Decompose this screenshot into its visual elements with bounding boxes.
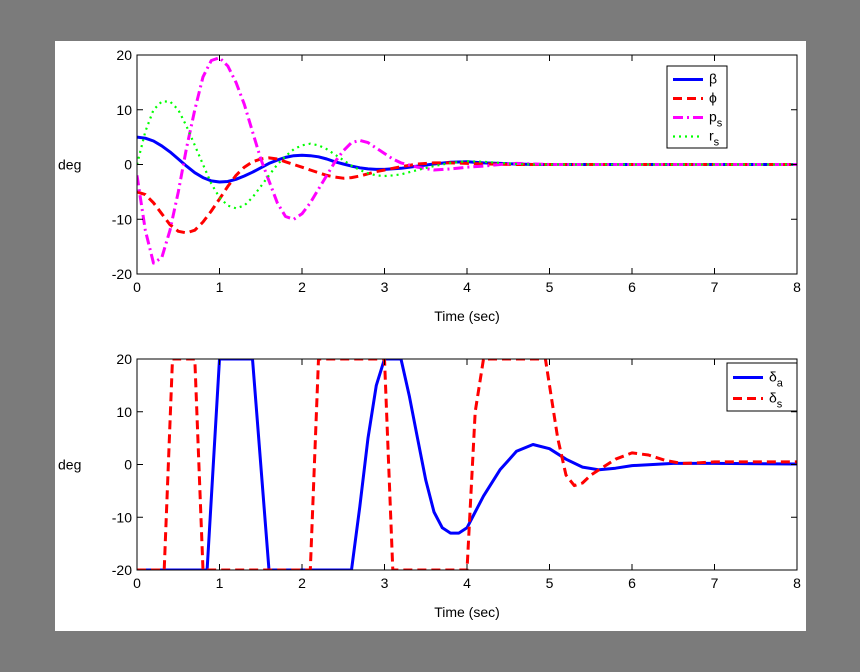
x-tick-label: 3 bbox=[381, 279, 389, 295]
x-tick-label: 1 bbox=[216, 575, 224, 591]
y-tick-label: 10 bbox=[116, 404, 132, 420]
y-tick-label: -20 bbox=[112, 266, 132, 282]
y-tick-label: -20 bbox=[112, 562, 132, 578]
series-line-3 bbox=[137, 56, 797, 265]
x-axis-label: Time (sec) bbox=[434, 604, 500, 620]
series-line-2 bbox=[137, 156, 797, 235]
y-tick-label: 20 bbox=[116, 47, 132, 63]
y-axis-label: deg bbox=[58, 157, 81, 173]
x-tick-label: 2 bbox=[298, 279, 306, 295]
y-tick-label: 20 bbox=[116, 351, 132, 367]
x-tick-label: 5 bbox=[546, 575, 554, 591]
legend-label-2: ϕ bbox=[709, 90, 717, 106]
figure: 0 1 2 3 4 5 6 7 8 20 10 0 -10 -20 Time (sec) deg β ϕ ps rs 0… bbox=[55, 41, 806, 631]
x-tick-label: 7 bbox=[711, 575, 719, 591]
x-tick-label: 4 bbox=[463, 279, 471, 295]
legend-label-2: δs bbox=[769, 390, 783, 411]
x-tick-label: 1 bbox=[216, 279, 224, 295]
x-tick-label: 8 bbox=[793, 575, 801, 591]
series-line-1 bbox=[137, 359, 797, 570]
x-tick-label: 6 bbox=[628, 575, 636, 591]
x-tick-label: 6 bbox=[628, 279, 636, 295]
x-axis-label: Time (sec) bbox=[434, 308, 500, 324]
x-tick-label: 0 bbox=[133, 575, 141, 591]
x-tick-label: 8 bbox=[793, 279, 801, 295]
y-tick-label: -10 bbox=[112, 509, 132, 525]
legend-label-1: δa bbox=[769, 369, 784, 390]
y-tick-label: 0 bbox=[124, 457, 132, 473]
y-tick-label: 10 bbox=[116, 102, 132, 118]
x-tick-label: 3 bbox=[381, 575, 389, 591]
y-axis-label: deg bbox=[58, 457, 81, 473]
legend-label-3: ps bbox=[709, 109, 723, 130]
x-tick-label: 5 bbox=[546, 279, 554, 295]
legend-box bbox=[726, 362, 798, 412]
x-tick-label: 2 bbox=[298, 575, 306, 591]
legend-label-1: β bbox=[709, 71, 717, 87]
y-tick-label: 0 bbox=[124, 157, 132, 173]
y-tick-label: -10 bbox=[112, 211, 132, 227]
x-tick-label: 7 bbox=[711, 279, 719, 295]
x-tick-label: 4 bbox=[463, 575, 471, 591]
x-tick-label: 0 bbox=[133, 279, 141, 295]
legend-label-4: rs bbox=[709, 128, 720, 149]
